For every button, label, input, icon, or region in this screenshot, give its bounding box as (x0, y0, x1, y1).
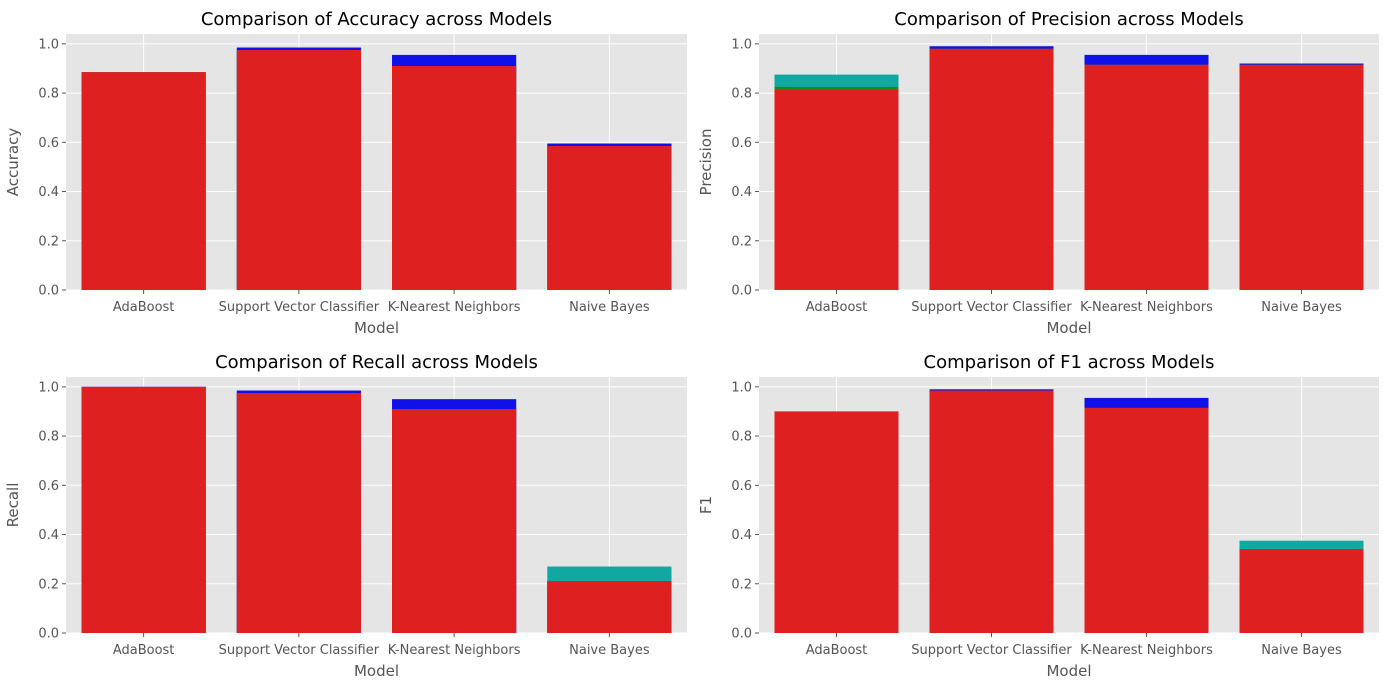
bar (1084, 407, 1209, 633)
y-tick-label: 0.6 (38, 479, 59, 494)
chart-title: Comparison of Recall across Models (215, 352, 538, 373)
plot-area (62, 377, 687, 637)
y-axis-label: Accuracy (4, 128, 22, 197)
y-tick-label: 1.0 (731, 380, 752, 395)
x-tick-label: K-Nearest Neighbors (388, 643, 521, 658)
x-tick-label: K-Nearest Neighbors (388, 300, 521, 315)
y-axis-label: Precision (697, 129, 715, 196)
y-tick-label: 0.4 (38, 185, 59, 200)
x-axis-label: Model (354, 662, 399, 680)
y-tick-label: 0.2 (38, 234, 59, 249)
bar (929, 48, 1054, 291)
y-axis-label: F1 (697, 496, 715, 514)
x-axis-label: Model (1046, 319, 1091, 337)
y-tick-label: 0.8 (38, 87, 59, 102)
x-tick-label: Support Vector Classifier (911, 300, 1072, 315)
y-tick-label: 0.4 (731, 185, 752, 200)
x-tick-label: Support Vector Classifier (911, 643, 1072, 658)
chart-title: Comparison of F1 across Models (924, 352, 1215, 373)
y-tick-label: 0.2 (731, 577, 752, 592)
bar (547, 581, 672, 633)
y-tick-label: 0.0 (38, 284, 59, 299)
x-tick-label: Naive Bayes (1261, 300, 1342, 315)
x-tick-label: AdaBoost (113, 300, 175, 315)
bar (547, 146, 672, 290)
bar (392, 66, 517, 290)
x-tick-label: Naive Bayes (569, 643, 650, 658)
x-tick-label: AdaBoost (806, 643, 868, 658)
y-tick-label: 0.4 (731, 528, 752, 543)
bar (774, 89, 899, 290)
x-tick-label: K-Nearest Neighbors (1080, 643, 1213, 658)
y-tick-label: 1.0 (731, 37, 752, 52)
y-tick-label: 0.6 (731, 479, 752, 494)
y-tick-label: 0.4 (38, 528, 59, 543)
chart-title: Comparison of Accuracy across Models (201, 9, 552, 30)
y-tick-label: 0.8 (731, 87, 752, 102)
bar (1239, 64, 1364, 291)
x-tick-label: AdaBoost (113, 643, 175, 658)
bar (392, 409, 517, 633)
y-tick-label: 1.0 (38, 380, 59, 395)
recall-chart-panel: Comparison of Recall across Models Model… (4, 352, 687, 680)
chart-title: Comparison of Precision across Models (894, 9, 1243, 30)
x-tick-label: Naive Bayes (1261, 643, 1342, 658)
bar (81, 72, 206, 291)
bar (81, 386, 206, 633)
bar (1084, 64, 1209, 291)
bar (774, 411, 899, 633)
bar (929, 390, 1054, 633)
y-tick-label: 0.6 (731, 136, 752, 151)
precision-chart-panel: Comparison of Precision across Models Mo… (697, 9, 1379, 337)
y-tick-label: 0.0 (731, 284, 752, 299)
y-tick-label: 0.8 (731, 430, 752, 445)
bar (236, 50, 361, 290)
y-axis-label: Recall (4, 483, 22, 528)
y-tick-label: 0.2 (731, 234, 752, 249)
y-tick-label: 0.8 (38, 430, 59, 445)
x-tick-label: Support Vector Classifier (219, 300, 380, 315)
x-tick-label: Naive Bayes (569, 300, 650, 315)
y-tick-label: 0.6 (38, 136, 59, 151)
x-tick-label: AdaBoost (806, 300, 868, 315)
x-tick-label: K-Nearest Neighbors (1080, 300, 1213, 315)
y-tick-label: 0.0 (38, 627, 59, 642)
plot-area (62, 34, 687, 294)
x-axis-label: Model (354, 319, 399, 337)
plot-area (755, 377, 1379, 637)
bar (1239, 549, 1364, 633)
plot-area (755, 34, 1379, 294)
accuracy-chart-panel: Comparison of Accuracy across Models Mod… (4, 9, 687, 337)
x-tick-label: Support Vector Classifier (219, 643, 380, 658)
bar (236, 393, 361, 633)
f1-chart-panel: Comparison of F1 across Models Model F1 … (697, 352, 1379, 680)
y-tick-label: 0.0 (731, 627, 752, 642)
x-axis-label: Model (1046, 662, 1091, 680)
y-tick-label: 0.2 (38, 577, 59, 592)
y-tick-label: 1.0 (38, 37, 59, 52)
